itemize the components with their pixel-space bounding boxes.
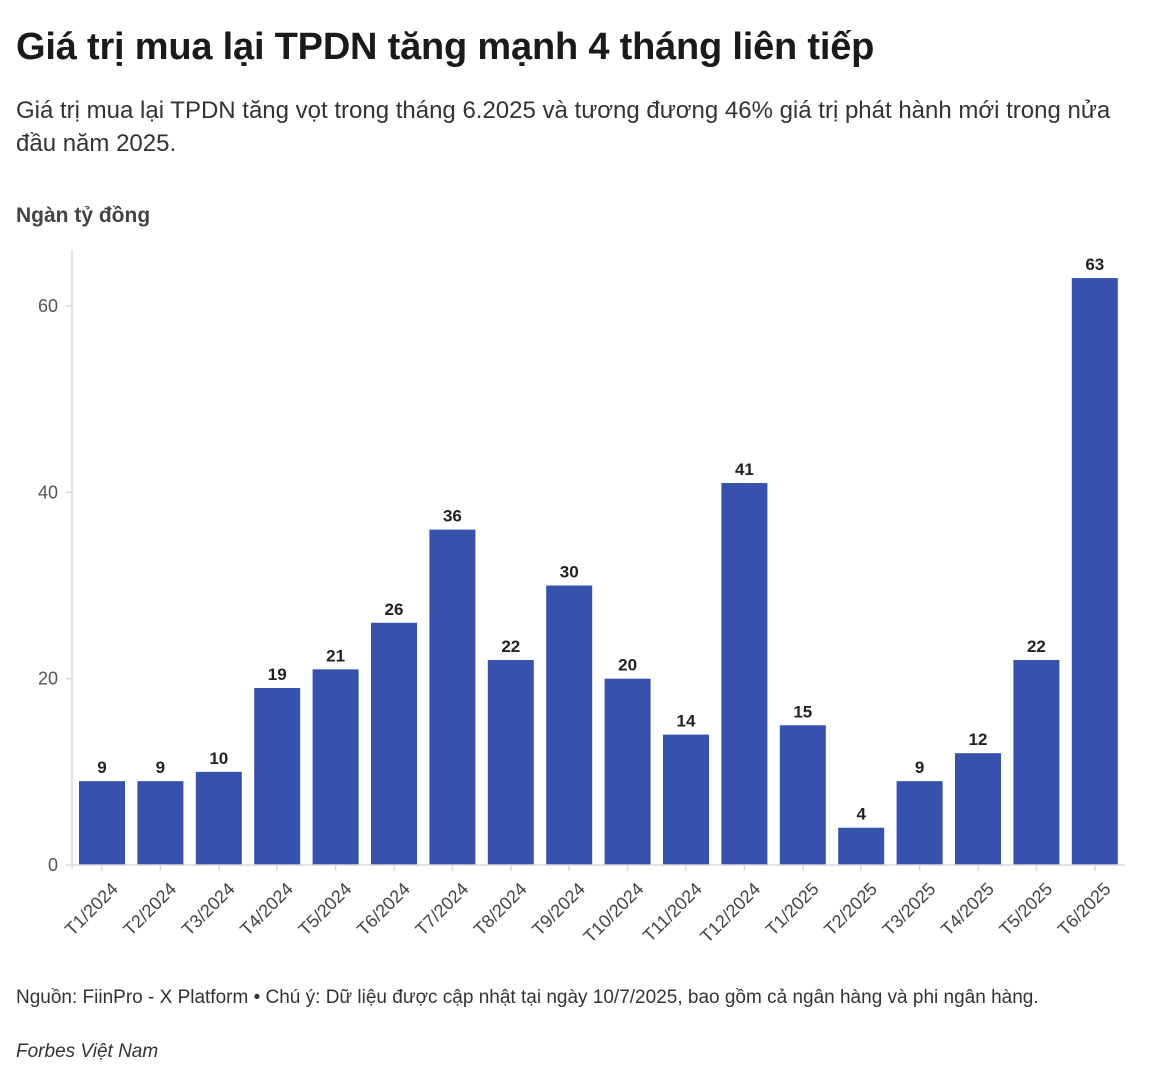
data-label: 41	[735, 460, 754, 479]
data-label: 4	[856, 805, 866, 824]
bar	[896, 781, 943, 865]
data-label: 22	[1027, 637, 1046, 656]
y-axis: 0 20 40 60	[38, 250, 73, 875]
x-tick-label: T5/2024	[295, 879, 356, 940]
x-tick-label: T1/2024	[61, 879, 122, 940]
x-tick-label: T4/2024	[236, 879, 297, 940]
data-label: 9	[97, 758, 106, 777]
data-label: 21	[326, 646, 345, 665]
x-tick-label: T1/2025	[762, 879, 823, 940]
x-tick-label: T12/2024	[696, 879, 764, 947]
data-label: 20	[618, 656, 637, 675]
data-label: 10	[209, 749, 228, 768]
bar	[604, 678, 651, 865]
data-label: 9	[915, 758, 924, 777]
data-label: 63	[1085, 255, 1104, 274]
bar	[137, 781, 184, 865]
data-label: 12	[969, 730, 988, 749]
data-label: 9	[156, 758, 165, 777]
x-tick-label: T5/2025	[995, 879, 1056, 940]
bar	[195, 771, 242, 865]
credit: Forbes Việt Nam	[16, 1041, 159, 1062]
y-tick-label: 0	[48, 855, 58, 875]
bar	[429, 529, 476, 865]
x-tick-label: T8/2024	[470, 879, 531, 940]
x-tick-label: T11/2024	[639, 879, 706, 946]
bar	[721, 483, 768, 865]
y-axis-unit-label: Ngàn tỷ đồng	[16, 204, 151, 227]
x-tick-label: T3/2024	[178, 879, 239, 940]
bar	[79, 781, 125, 865]
x-tick-label: T3/2025	[879, 879, 940, 940]
bar	[312, 669, 359, 865]
x-tick-label: T4/2025	[937, 879, 998, 940]
bar	[546, 585, 593, 865]
bar	[955, 753, 1001, 865]
bar	[838, 827, 885, 865]
x-tick-label: T2/2024	[119, 879, 180, 940]
chart-subtitle: Giá trị mua lại TPDN tăng vọt trong thán…	[16, 97, 1111, 157]
source-note: Nguồn: FiinPro - X Platform • Chú ý: Dữ …	[16, 987, 1039, 1008]
bar	[487, 660, 534, 865]
bar	[254, 687, 301, 865]
bar-chart: 0 20 40 60 9 9 10 19 21 26 36 22 30 20 14 41 15 4 9 12 22 63…	[38, 250, 1125, 947]
bar	[663, 734, 709, 865]
x-tick-label: T6/2024	[353, 879, 414, 940]
bar	[1071, 278, 1118, 865]
data-label: 14	[677, 712, 696, 731]
y-tick-label: 60	[38, 296, 58, 316]
x-tick-label: T10/2024	[580, 879, 648, 947]
data-label: 19	[268, 665, 287, 684]
x-tick-label: T7/2024	[411, 879, 472, 940]
chart-title: Giá trị mua lại TPDN tăng mạnh 4 tháng l…	[16, 26, 875, 68]
data-label: 36	[443, 507, 462, 526]
data-label: 30	[560, 563, 579, 582]
data-label: 22	[501, 637, 520, 656]
data-label: 26	[385, 600, 404, 619]
data-label: 15	[793, 702, 812, 721]
x-tick-label: T6/2025	[1054, 879, 1115, 940]
y-tick-label: 40	[38, 482, 58, 502]
bar	[1013, 660, 1060, 865]
bar	[779, 725, 826, 865]
bars: 9 9 10 19 21 26 36 22 30 20 14 41 15 4 9 12 22 63	[79, 255, 1118, 865]
x-tick-label: T9/2024	[528, 879, 589, 940]
x-tick-label: T2/2025	[820, 879, 881, 940]
x-axis: T1/2024T2/2024T3/2024T4/2024T5/2024T6/20…	[61, 864, 1125, 947]
y-tick-label: 20	[38, 669, 58, 689]
bar	[371, 622, 417, 865]
